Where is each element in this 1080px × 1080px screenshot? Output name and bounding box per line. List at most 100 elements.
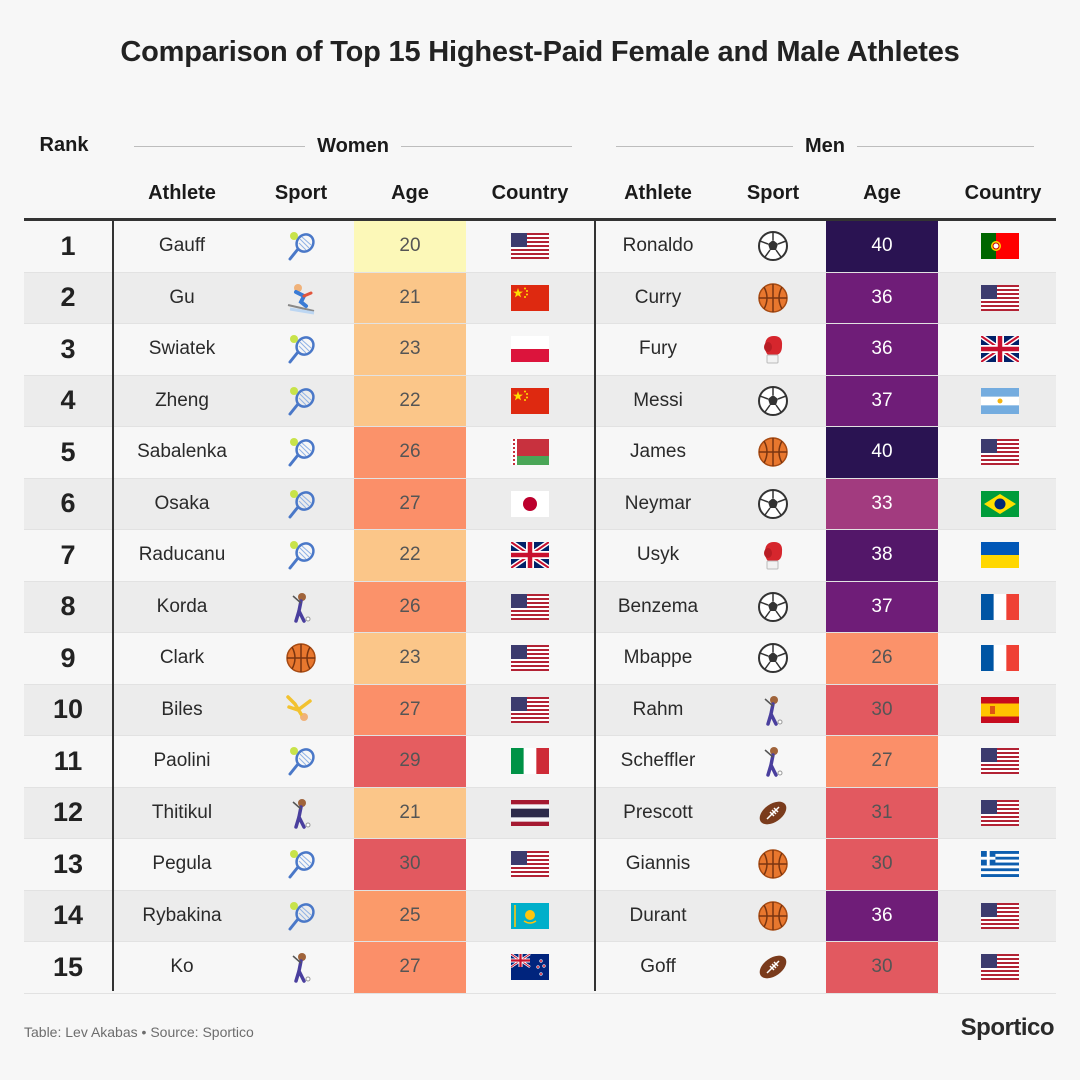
women-athlete-cell: Osaka xyxy=(154,492,210,514)
skier-icon xyxy=(246,273,356,324)
men-label: Men xyxy=(805,134,845,157)
table-row: 1 Gauff 20 Ronaldo 40 xyxy=(24,221,1056,273)
usa-flag xyxy=(944,942,1056,993)
greece-flag xyxy=(944,839,1056,890)
golfer-icon xyxy=(718,685,828,736)
tennis-icon xyxy=(246,530,356,581)
men-athlete-header: Athlete xyxy=(624,182,692,204)
usa-flag xyxy=(470,582,590,633)
tennis-icon xyxy=(246,376,356,427)
women-age-header: Age xyxy=(391,182,429,204)
rank-cell: 5 xyxy=(60,436,76,467)
soccer-ball-icon xyxy=(718,221,828,272)
women-athlete-cell: Zheng xyxy=(155,389,209,411)
women-athlete-cell: Korda xyxy=(156,595,208,617)
rank-cell: 4 xyxy=(60,385,76,416)
women-athlete-cell: Swiatek xyxy=(148,338,216,360)
men-athlete-cell: James xyxy=(630,441,686,463)
women-athlete-cell: Biles xyxy=(161,698,203,720)
men-sport-header: Sport xyxy=(746,182,800,204)
table-row: 8 Korda 26 Benzema 37 xyxy=(24,581,1056,633)
table-row: 13 Pegula 30 Giannis 30 xyxy=(24,839,1056,891)
table-row: 5 Sabalenka 26 James 40 xyxy=(24,427,1056,479)
usa-flag xyxy=(944,736,1056,787)
men-athlete-cell: Giannis xyxy=(625,853,691,875)
men-age-cell: 40 xyxy=(826,427,938,478)
basketball-icon xyxy=(718,839,828,890)
rank-cell: 8 xyxy=(60,591,76,622)
women-athlete-cell: Gu xyxy=(169,286,195,308)
football-icon xyxy=(718,788,828,839)
rank-cell: 13 xyxy=(52,848,84,879)
football-icon xyxy=(718,942,828,993)
table-row: 6 Osaka 27 Neymar 33 xyxy=(24,478,1056,530)
men-age-cell: 36 xyxy=(826,272,938,323)
golfer-icon xyxy=(246,582,356,633)
women-age-cell: 26 xyxy=(354,427,466,478)
women-age-cell: 23 xyxy=(354,324,466,375)
usa-flag xyxy=(470,685,590,736)
men-athlete-cell: Neymar xyxy=(624,492,692,514)
women-age-cell: 30 xyxy=(354,839,466,890)
men-athlete-cell: Scheffler xyxy=(620,750,696,772)
women-athlete-cell: Sabalenka xyxy=(137,441,227,463)
men-group-header: Men xyxy=(616,134,1034,158)
usa-flag xyxy=(944,788,1056,839)
women-age-cell: 22 xyxy=(354,375,466,426)
basketball-icon xyxy=(718,427,828,478)
chart-title: Comparison of Top 15 Highest-Paid Female… xyxy=(120,36,960,68)
tennis-icon xyxy=(246,736,356,787)
men-age-cell: 30 xyxy=(826,839,938,890)
rank-cell: 12 xyxy=(52,797,84,828)
soccer-ball-icon xyxy=(718,582,828,633)
rank-cell: 3 xyxy=(60,333,76,364)
men-athlete-cell: Rahm xyxy=(632,698,684,720)
men-athlete-cell: Messi xyxy=(633,389,683,411)
spain-flag xyxy=(944,685,1056,736)
usa-flag xyxy=(470,633,590,684)
women-athlete-cell: Paolini xyxy=(153,750,211,772)
men-country-header: Country xyxy=(964,182,1042,204)
women-athlete-cell: Raducanu xyxy=(138,544,226,566)
basketball-icon xyxy=(246,633,356,684)
soccer-ball-icon xyxy=(718,479,828,530)
table-row: 7 Raducanu 22 Usyk 38 xyxy=(24,530,1056,582)
belarus-flag xyxy=(470,427,590,478)
rank-cell: 7 xyxy=(60,539,76,570)
china-flag xyxy=(470,273,590,324)
men-age-cell: 37 xyxy=(826,375,938,426)
women-age-cell: 22 xyxy=(354,530,466,581)
rank-cell: 10 xyxy=(52,694,84,725)
men-age-cell: 26 xyxy=(826,633,938,684)
table-row: 9 Clark 23 Mbappe 26 xyxy=(24,633,1056,685)
women-sport-header: Sport xyxy=(274,182,328,204)
women-age-cell: 20 xyxy=(354,221,466,272)
soccer-ball-icon xyxy=(718,376,828,427)
new-zealand-flag xyxy=(470,942,590,993)
men-athlete-cell: Durant xyxy=(629,904,687,926)
usa-flag xyxy=(470,839,590,890)
women-age-cell: 27 xyxy=(354,942,466,993)
table-row: 14 Rybakina 25 Durant 36 xyxy=(24,890,1056,942)
tennis-icon xyxy=(246,479,356,530)
rank-header: Rank xyxy=(39,134,89,156)
table-row: 4 Zheng 22 Messi 37 xyxy=(24,375,1056,427)
rank-cell: 6 xyxy=(60,488,76,519)
men-age-cell: 37 xyxy=(826,581,938,632)
argentina-flag xyxy=(944,376,1056,427)
poland-flag xyxy=(470,324,590,375)
boxing-glove-icon xyxy=(718,324,828,375)
women-age-cell: 26 xyxy=(354,581,466,632)
men-age-cell: 31 xyxy=(826,787,938,838)
men-athlete-cell: Curry xyxy=(634,286,682,308)
men-athlete-cell: Mbappe xyxy=(623,647,693,669)
women-age-cell: 21 xyxy=(354,272,466,323)
table-row: 11 Paolini 29 Scheffler 27 xyxy=(24,736,1056,788)
men-age-cell: 30 xyxy=(826,942,938,993)
table-row: 12 Thitikul 21 Prescott 31 xyxy=(24,787,1056,839)
men-age-cell: 36 xyxy=(826,890,938,941)
tennis-icon xyxy=(246,839,356,890)
rank-cell: 2 xyxy=(60,282,76,313)
group-header-row: Rank Women Men xyxy=(0,128,1080,164)
tennis-icon xyxy=(246,427,356,478)
